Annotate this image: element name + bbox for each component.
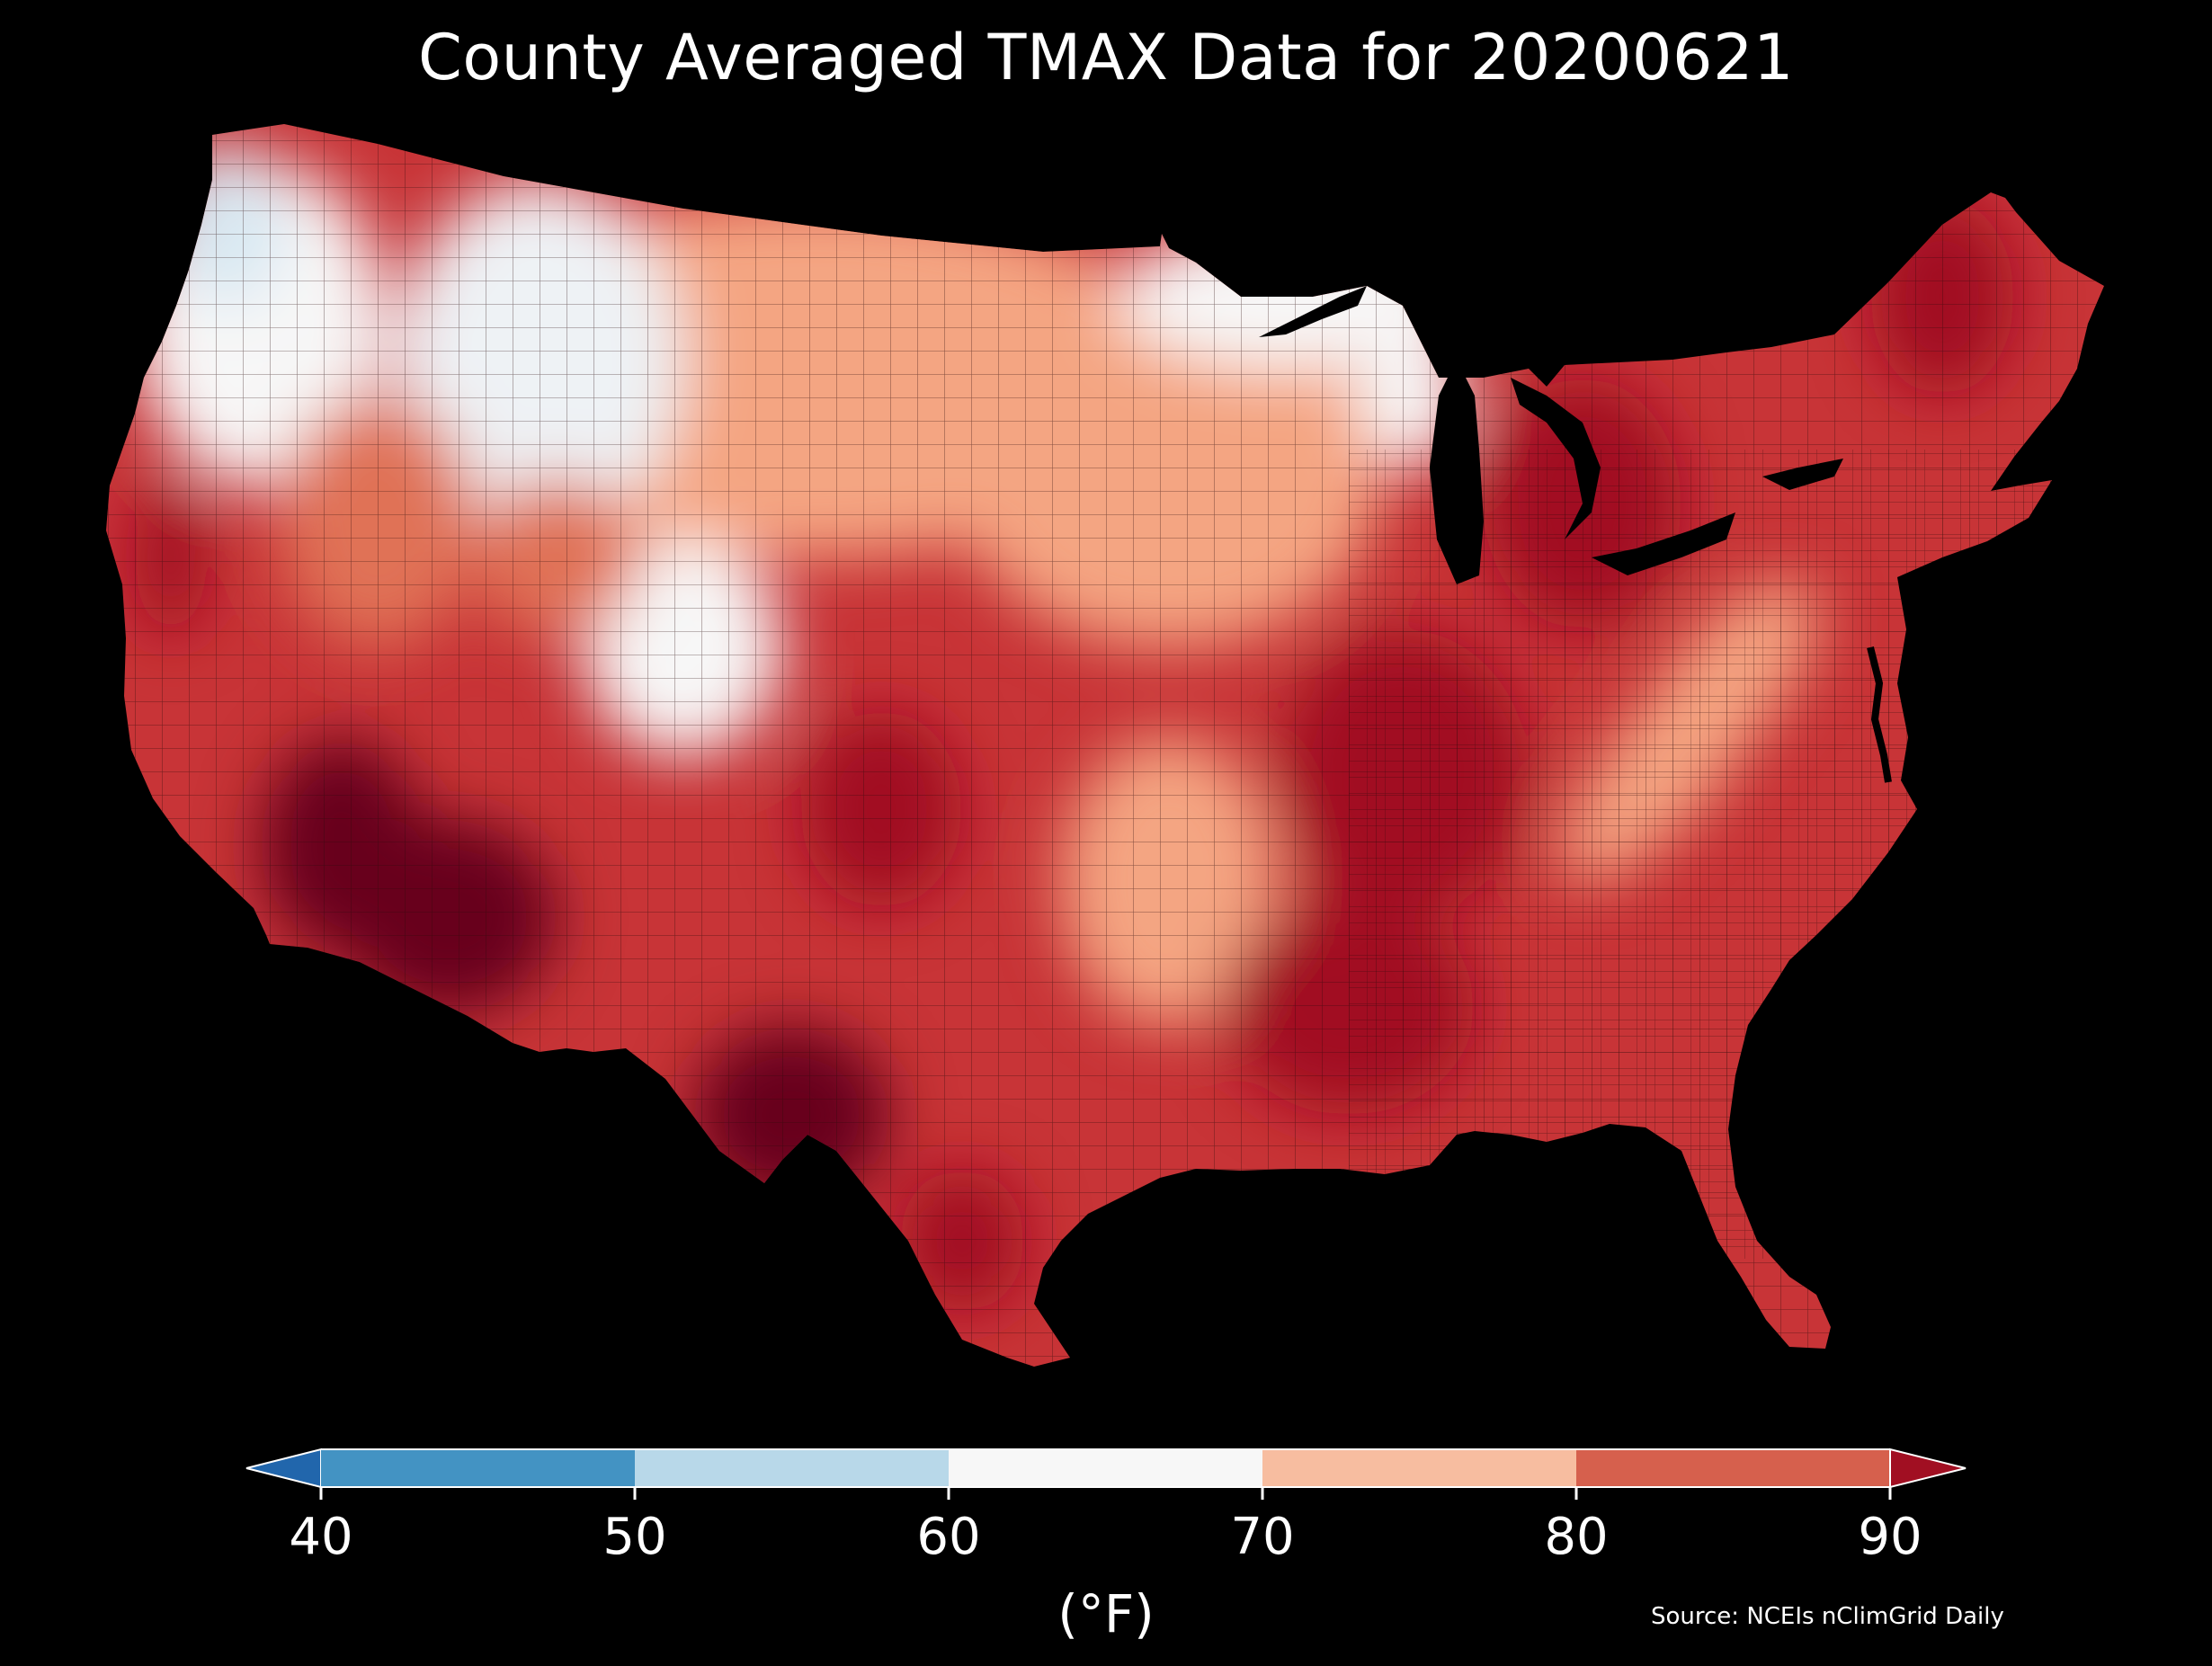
colorbar-label-70: 70 — [1230, 1508, 1295, 1566]
colorbar-over-arrow — [1889, 1448, 1967, 1489]
colorbar-bin-40-50 — [321, 1449, 635, 1487]
page-title: County Averaged TMAX Data for 20200621 — [417, 21, 1795, 94]
colorbar-label-50: 50 — [602, 1508, 667, 1566]
colorbar-label-80: 80 — [1544, 1508, 1609, 1566]
colorbar-label-90: 90 — [1858, 1508, 1922, 1566]
colorbar — [245, 1448, 1967, 1500]
colorbar-bin-70-80 — [1262, 1449, 1576, 1487]
colorbar-bin-50-60 — [635, 1449, 949, 1487]
colorbar-under-arrow — [245, 1448, 322, 1489]
colorbar-bin-60-70 — [949, 1449, 1262, 1487]
colorbar-label-60: 60 — [916, 1508, 981, 1566]
colorbar-label-40: 40 — [289, 1508, 353, 1566]
chesapeake-bay — [1867, 646, 1892, 783]
source-credit: Source: NCEIs nClimGrid Daily — [1651, 1603, 2004, 1630]
great-lakes — [1259, 286, 1843, 584]
colorbar-bin-80-90 — [1576, 1449, 1890, 1487]
colorbar-units-label: (°F) — [1057, 1583, 1155, 1644]
